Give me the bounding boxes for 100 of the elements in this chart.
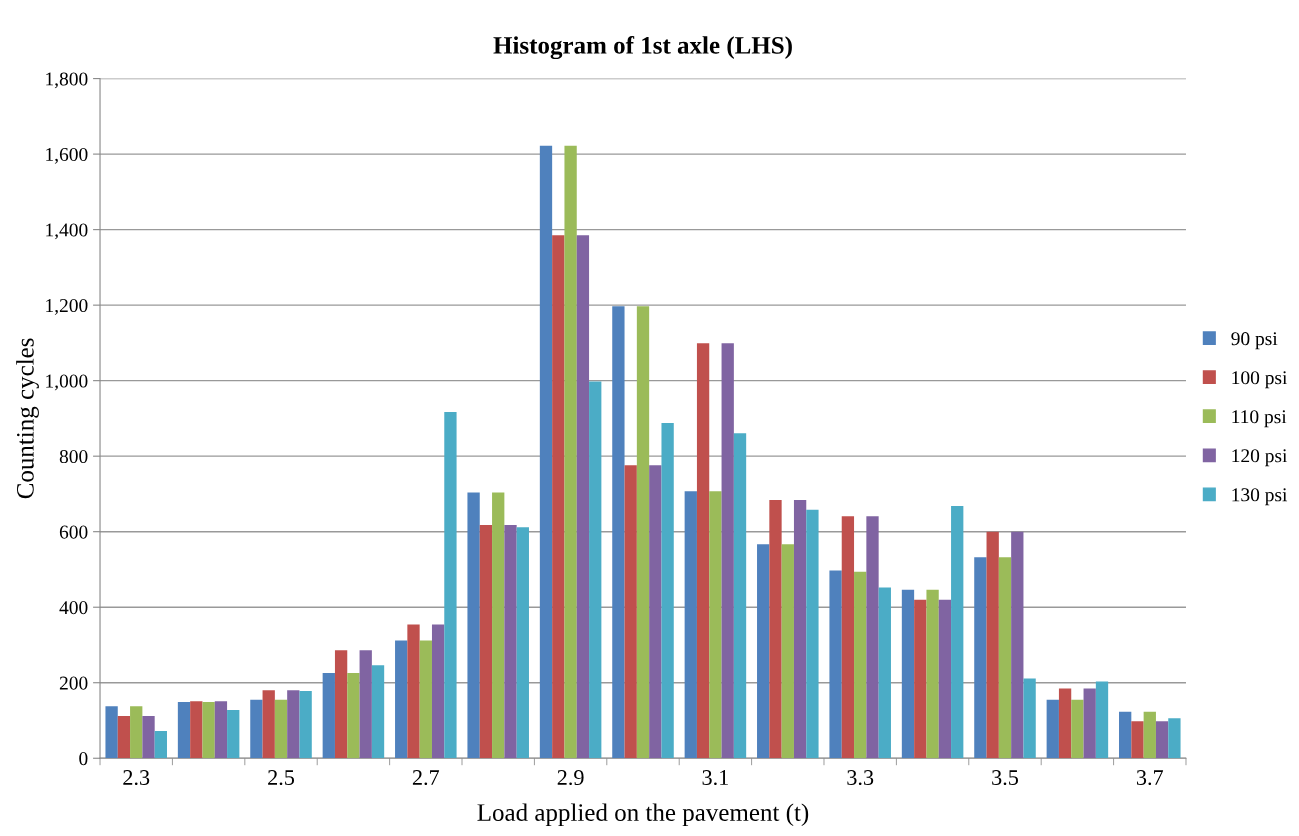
x-tick-label: 2.3 — [123, 770, 150, 786]
bar — [649, 465, 662, 759]
y-axis-title: Counting cycles — [16, 338, 39, 499]
y-tick-label: 1,000 — [46, 374, 88, 391]
bar — [1095, 681, 1109, 759]
bar — [684, 491, 697, 759]
bar — [951, 506, 964, 759]
bar — [1168, 718, 1181, 759]
chart-title: Histogram of 1st axle (LHS) — [493, 35, 792, 60]
x-axis-title: Load applied on the pavement (t) — [477, 803, 809, 827]
bar — [914, 599, 927, 759]
x-tick-label: 3.1 — [702, 770, 728, 786]
bar — [552, 235, 565, 759]
legend-label: 90 psi — [1231, 332, 1278, 350]
y-tick-label: 1,800 — [46, 72, 88, 89]
bar — [347, 672, 360, 759]
bar — [998, 557, 1012, 759]
bar — [1155, 721, 1169, 759]
bar — [1071, 699, 1084, 759]
bar — [589, 381, 602, 759]
bar — [504, 524, 517, 759]
bar — [130, 706, 143, 759]
bar — [624, 465, 637, 759]
bar — [938, 599, 952, 759]
legend-label: 120 psi — [1232, 449, 1288, 467]
bar — [539, 145, 553, 759]
bar — [576, 235, 590, 759]
bar — [1083, 688, 1096, 759]
bar — [866, 516, 879, 759]
bar — [177, 701, 191, 759]
bar — [1011, 531, 1024, 759]
bar — [444, 412, 457, 759]
y-tick-label: 400 — [59, 601, 88, 615]
bar — [974, 557, 987, 759]
bar — [202, 701, 215, 759]
bar — [781, 544, 794, 759]
bar — [431, 624, 445, 759]
y-tick-label: 800 — [59, 449, 88, 464]
bar — [986, 531, 999, 759]
bar — [878, 587, 891, 759]
bar — [733, 433, 747, 759]
bar — [274, 699, 288, 759]
bar — [841, 516, 855, 759]
bar — [154, 731, 167, 759]
bar — [709, 491, 722, 759]
bar — [287, 690, 300, 759]
bar — [926, 589, 939, 759]
bar — [142, 715, 155, 759]
y-tick-label: 600 — [59, 525, 88, 539]
bar — [829, 570, 842, 759]
bar — [854, 571, 867, 759]
bar — [661, 422, 674, 759]
bar — [214, 701, 228, 759]
y-tick-label: 200 — [59, 676, 88, 690]
bar — [806, 509, 819, 759]
bar — [227, 709, 240, 759]
bar — [1143, 711, 1156, 759]
bar — [696, 343, 710, 759]
y-tick-label: 0 — [79, 752, 88, 766]
bar — [322, 672, 335, 759]
bar — [117, 715, 131, 759]
bar — [1046, 699, 1059, 759]
bar — [1023, 678, 1036, 759]
x-tick-label: 3.7 — [1136, 770, 1164, 786]
bar — [299, 691, 312, 759]
bar — [250, 699, 263, 759]
bar — [769, 499, 782, 759]
bar — [793, 499, 807, 759]
x-tick-label: 2.5 — [268, 770, 295, 786]
bar — [359, 650, 372, 759]
bar — [407, 624, 420, 759]
bar — [262, 690, 275, 759]
bar — [1119, 711, 1132, 759]
bar — [1058, 688, 1072, 759]
bar — [564, 145, 577, 759]
bar — [467, 492, 480, 759]
bar — [721, 343, 734, 759]
bar — [419, 640, 432, 759]
bar — [901, 589, 915, 759]
y-tick-label: 1,400 — [46, 223, 88, 240]
bar — [757, 544, 770, 759]
bar — [612, 306, 625, 759]
x-tick-label: 3.5 — [992, 770, 1019, 786]
y-tick-label: 1,600 — [46, 147, 88, 164]
legend-label: 100 psi — [1232, 371, 1288, 389]
bar — [371, 665, 385, 759]
legend-label: 110 psi — [1232, 410, 1287, 428]
bar — [516, 527, 529, 759]
bar — [105, 706, 118, 759]
legend-label: 130 psi — [1232, 488, 1288, 506]
bar — [395, 640, 408, 759]
x-tick-label: 3.3 — [847, 770, 874, 786]
bar — [190, 701, 203, 759]
bar — [479, 524, 493, 759]
bar — [636, 306, 650, 759]
bar — [334, 650, 348, 759]
x-tick-label: 2.9 — [557, 770, 584, 786]
y-tick-label: 1,200 — [46, 298, 88, 315]
x-tick-label: 2.7 — [412, 770, 440, 786]
bar — [1131, 721, 1144, 759]
